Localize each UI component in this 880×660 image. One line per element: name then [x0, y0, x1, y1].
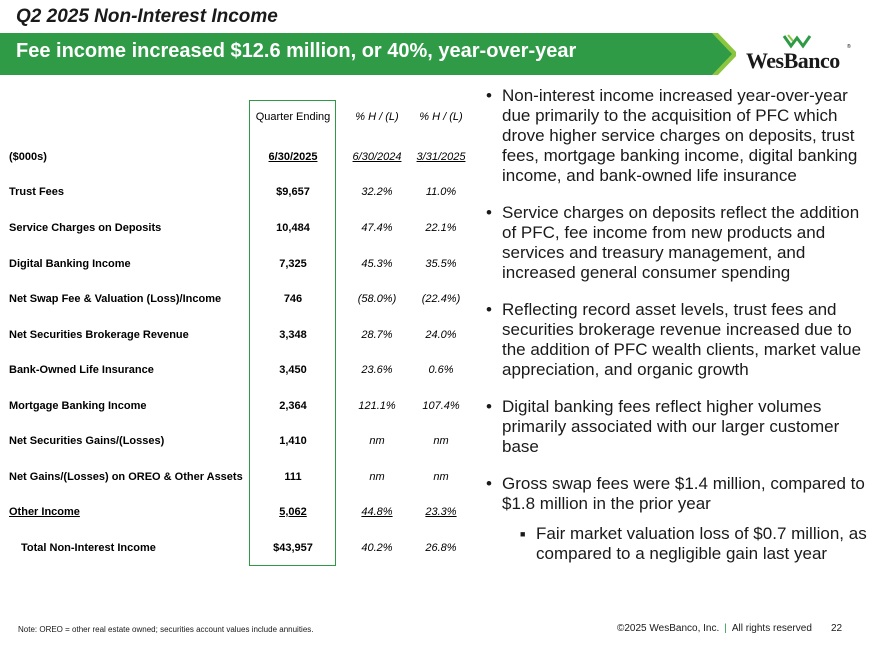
row-pct-2: 35.5%	[425, 258, 457, 270]
row-pct-1: 47.4%	[361, 222, 393, 234]
row-pct-2: 24.0%	[425, 329, 457, 341]
row-pct-2: (22.4%)	[421, 293, 461, 305]
row-value: 10,484	[276, 222, 310, 234]
row-value: 2,364	[279, 400, 307, 412]
total-pct-2: 26.8%	[425, 542, 457, 554]
row-pct-2: 107.4%	[422, 400, 460, 412]
row-pct-2: 0.6%	[428, 364, 454, 376]
col-pct-1-date: 6/30/2024	[352, 151, 402, 163]
row-pct-2: nm	[433, 471, 449, 483]
bullet-item: • Reflecting record asset levels, trust f…	[486, 300, 871, 380]
row-pct-1: nm	[369, 471, 385, 483]
row-pct-1: 45.3%	[361, 258, 393, 270]
row-label: Digital Banking Income	[9, 258, 131, 270]
row-value: 5,062	[279, 506, 307, 518]
total-pct-1: 40.2%	[361, 542, 393, 554]
wesbanco-logo: WesBanco ®	[746, 34, 852, 74]
header-pct-1: % H / (L)	[355, 111, 399, 123]
bullet-text: Gross swap fees were $1.4 million, compa…	[502, 474, 865, 513]
bullet-text: Reflecting record asset levels, trust fe…	[502, 300, 862, 379]
row-pct-2: 11.0%	[425, 186, 457, 198]
footer-separator: |	[724, 623, 727, 634]
row-pct-2: 22.1%	[425, 222, 457, 234]
col-date: 6/30/2025	[268, 151, 318, 163]
row-pct-1: 32.2%	[361, 186, 393, 198]
page-number: 22	[831, 623, 843, 634]
slide-title: Q2 2025 Non-Interest Income	[16, 6, 278, 27]
row-label: Net Swap Fee & Valuation (Loss)/Income	[9, 293, 222, 305]
row-pct-2: 23.3%	[425, 506, 457, 518]
row-label: Net Securities Brokerage Revenue	[9, 329, 189, 341]
row-pct-1: (58.0%)	[357, 293, 397, 305]
headline-banner: Fee income increased $12.6 million, or 4…	[0, 33, 736, 75]
logo-text: WesBanco	[746, 48, 840, 73]
bullet-text: Service charges on deposits reflect the …	[502, 203, 860, 282]
copyright-footer: ©2025 WesBanco, Inc. | All rights reserved	[617, 623, 812, 634]
row-pct-1: 28.7%	[361, 329, 393, 341]
bullet-dot-icon: •	[486, 474, 492, 493]
commentary-bullets: • Non-interest income increased year-over…	[486, 86, 871, 564]
row-pct-1: 44.8%	[361, 506, 393, 518]
units-label: ($000s)	[9, 151, 47, 163]
bullet-item: • Gross swap fees were $1.4 million, comp…	[486, 474, 871, 514]
logo-trademark: ®	[847, 44, 851, 50]
row-value: 111	[284, 471, 302, 483]
row-value: 746	[283, 293, 303, 305]
row-label: Net Gains/(Losses) on OREO & Other Asset…	[9, 471, 243, 483]
row-pct-1: 121.1%	[358, 400, 396, 412]
total-value: $43,957	[273, 542, 313, 554]
row-label: Other Income	[9, 506, 80, 518]
row-value: 1,410	[279, 435, 307, 447]
bullet-text: Digital banking fees reflect higher volu…	[502, 397, 840, 456]
row-label: Mortgage Banking Income	[9, 400, 147, 412]
row-label: Bank-Owned Life Insurance	[9, 364, 154, 376]
bullet-item: • Non-interest income increased year-over…	[486, 86, 871, 186]
header-pct-2: % H / (L)	[419, 111, 463, 123]
row-pct-2: nm	[433, 435, 449, 447]
bullet-dot-icon: •	[486, 300, 492, 319]
col-pct-2-date: 3/31/2025	[416, 151, 466, 163]
row-label: Trust Fees	[9, 186, 65, 198]
row-value: 3,348	[279, 329, 307, 341]
bullet-item: • Service charges on deposits reflect the…	[486, 203, 871, 283]
quarter-column-highlight	[249, 100, 336, 566]
footnote: Note: OREO = other real estate owned; se…	[18, 625, 314, 634]
bullet-dot-icon: •	[486, 86, 492, 105]
bullet-dot-icon: •	[486, 397, 492, 416]
rights-text: All rights reserved	[731, 623, 812, 634]
copyright-text: ©2025 WesBanco, Inc.	[617, 623, 720, 634]
row-label: Net Securities Gains/(Losses)	[9, 435, 165, 447]
row-label: Service Charges on Deposits	[9, 222, 162, 234]
row-pct-1: nm	[369, 435, 385, 447]
headline-text: Fee income increased $12.6 million, or 4…	[16, 40, 577, 62]
non-interest-income-table: Quarter Ending % H / (L) % H / (L) ($000…	[0, 0, 480, 600]
row-value: 3,450	[279, 364, 307, 376]
row-pct-1: 23.6%	[361, 364, 393, 376]
bullet-item: • Digital banking fees reflect higher vol…	[486, 397, 871, 457]
sub-bullet-item: ■ Fair market valuation loss of $0.7 mill…	[486, 524, 871, 564]
square-bullet-icon: ■	[520, 529, 526, 539]
row-value: 7,325	[279, 258, 307, 270]
sub-bullet-text: Fair market valuation loss of $0.7 milli…	[536, 524, 867, 563]
header-quarter-ending: Quarter Ending	[255, 111, 331, 123]
total-label: Total Non-Interest Income	[21, 542, 156, 554]
bullet-text: Non-interest income increased year-over-…	[502, 86, 858, 185]
row-value: $9,657	[276, 186, 310, 198]
bullet-dot-icon: •	[486, 203, 492, 222]
logo-mark-icon	[782, 34, 812, 49]
